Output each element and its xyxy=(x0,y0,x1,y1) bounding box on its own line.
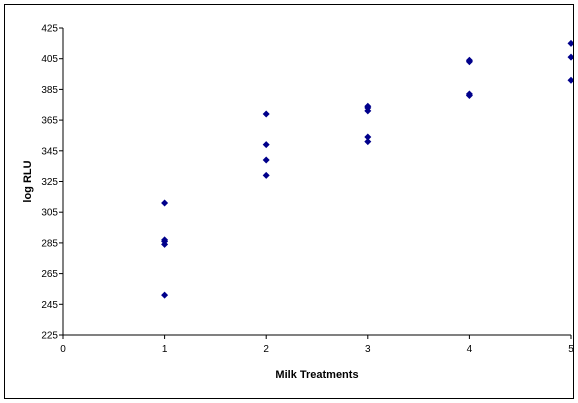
y-tick-label: 405 xyxy=(41,54,58,65)
data-point xyxy=(364,138,372,146)
y-tick-label: 285 xyxy=(41,238,58,249)
y-tick-label: 385 xyxy=(41,85,58,96)
data-point xyxy=(262,141,270,149)
data-point xyxy=(161,291,169,299)
y-tick-label: 225 xyxy=(41,331,58,342)
data-points xyxy=(161,39,575,299)
data-point xyxy=(262,110,270,118)
x-tick-label: 2 xyxy=(263,344,269,355)
x-tick-label: 3 xyxy=(365,344,371,355)
y-tick-label: 425 xyxy=(41,24,58,35)
data-point xyxy=(567,76,575,84)
data-point xyxy=(364,133,372,141)
data-point xyxy=(567,39,575,47)
x-tick-label: 0 xyxy=(60,344,66,355)
data-point xyxy=(465,90,473,98)
y-tick-label: 365 xyxy=(41,116,58,127)
y-tick-label: 325 xyxy=(41,177,58,188)
y-tick-label: 345 xyxy=(41,146,58,157)
x-tick-label: 4 xyxy=(467,344,473,355)
data-point xyxy=(262,171,270,179)
data-point xyxy=(161,199,169,207)
data-point xyxy=(364,102,372,110)
y-axis-title: log RLU xyxy=(22,160,34,202)
x-tick-label: 5 xyxy=(568,344,573,355)
x-axis-title: Milk Treatments xyxy=(275,369,358,381)
x-tick-label: 1 xyxy=(162,344,168,355)
y-tick-label: 245 xyxy=(41,300,58,311)
data-point xyxy=(567,53,575,61)
data-point xyxy=(161,236,169,244)
y-tick-label: 305 xyxy=(41,208,58,219)
data-point xyxy=(262,156,270,164)
y-axis-ticks: 225 245 265 285 305 325 345 365 385 405 425 xyxy=(41,24,63,342)
data-point xyxy=(465,56,473,64)
x-axis-ticks: 0 1 2 3 4 5 xyxy=(60,335,574,355)
y-tick-label: 265 xyxy=(41,269,58,280)
